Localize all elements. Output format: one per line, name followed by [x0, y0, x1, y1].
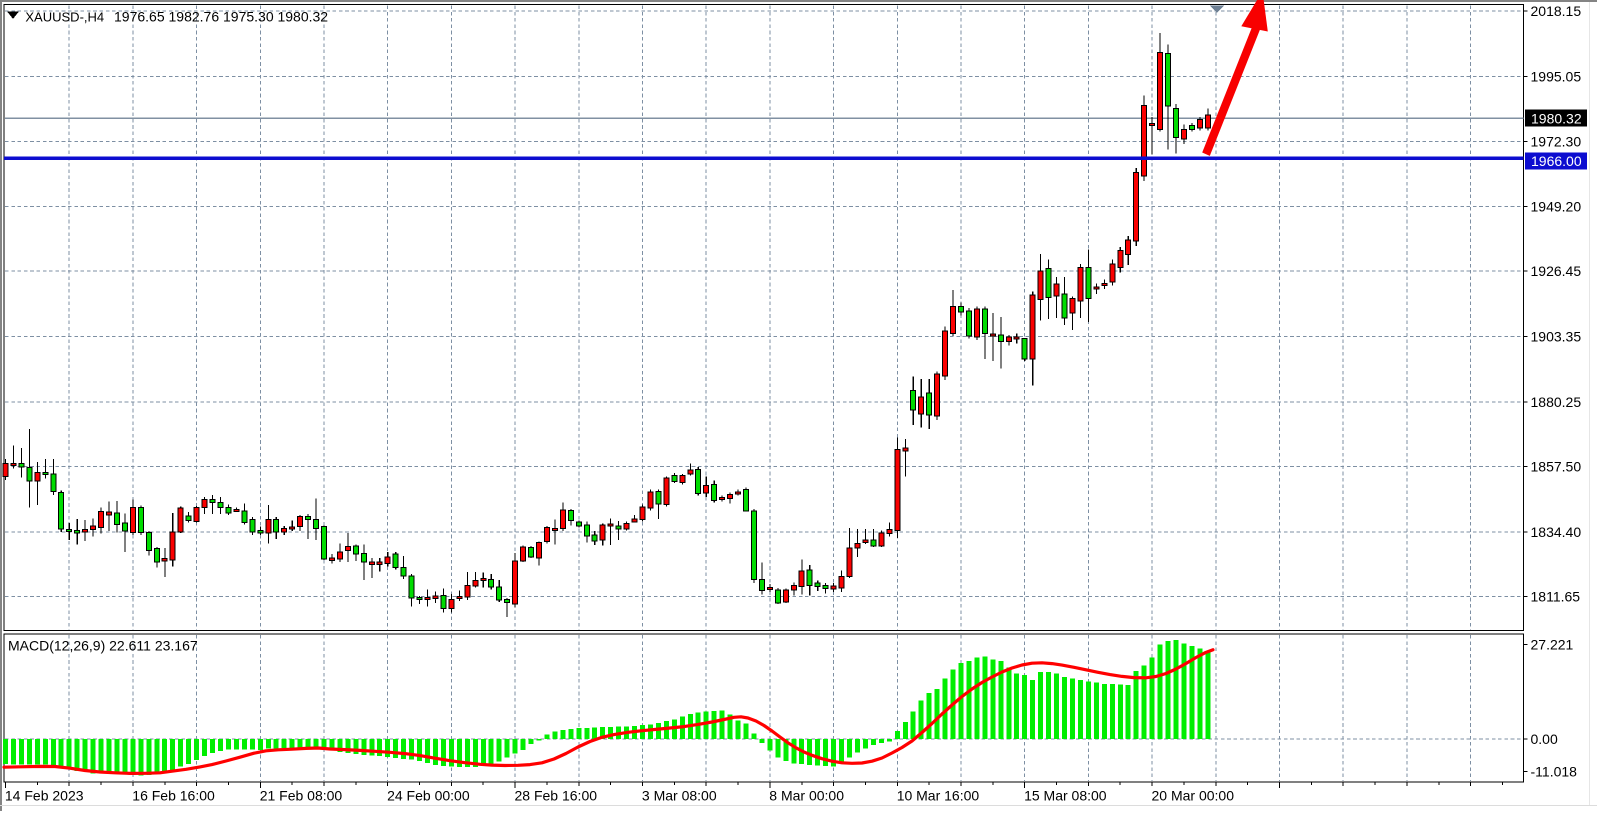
svg-text:1949.20: 1949.20: [1531, 199, 1582, 215]
svg-text:1995.05: 1995.05: [1531, 69, 1582, 85]
svg-text:1926.45: 1926.45: [1531, 263, 1582, 279]
svg-text:21 Feb 08:00: 21 Feb 08:00: [260, 788, 343, 804]
svg-text:1980.32: 1980.32: [1531, 110, 1582, 126]
svg-text:-11.018: -11.018: [1531, 764, 1578, 780]
svg-text:14 Feb 2023: 14 Feb 2023: [5, 788, 84, 804]
svg-text:1903.35: 1903.35: [1531, 329, 1582, 345]
svg-text:1811.65: 1811.65: [1531, 588, 1581, 604]
svg-text:20 Mar 00:00: 20 Mar 00:00: [1152, 788, 1235, 804]
svg-text:15 Mar 08:00: 15 Mar 08:00: [1024, 788, 1107, 804]
svg-text:1880.25: 1880.25: [1531, 394, 1582, 410]
svg-text:16 Feb 16:00: 16 Feb 16:00: [132, 788, 215, 804]
svg-text:27.221: 27.221: [1531, 636, 1574, 652]
svg-text:10 Mar 16:00: 10 Mar 16:00: [897, 788, 980, 804]
svg-text:2018.15: 2018.15: [1531, 3, 1582, 19]
svg-text:1857.50: 1857.50: [1531, 458, 1582, 474]
svg-text:8 Mar 00:00: 8 Mar 00:00: [769, 788, 844, 804]
svg-text:24 Feb 00:00: 24 Feb 00:00: [387, 788, 470, 804]
svg-text:1966.00: 1966.00: [1531, 153, 1582, 169]
svg-text:1972.30: 1972.30: [1531, 133, 1582, 149]
svg-text:1834.40: 1834.40: [1531, 524, 1582, 540]
svg-text:MACD(12,26,9) 22.611 23.167: MACD(12,26,9) 22.611 23.167: [8, 638, 198, 654]
svg-text:3 Mar 08:00: 3 Mar 08:00: [642, 788, 717, 804]
svg-text:0.00: 0.00: [1531, 731, 1558, 747]
svg-text:28 Feb 16:00: 28 Feb 16:00: [515, 788, 598, 804]
